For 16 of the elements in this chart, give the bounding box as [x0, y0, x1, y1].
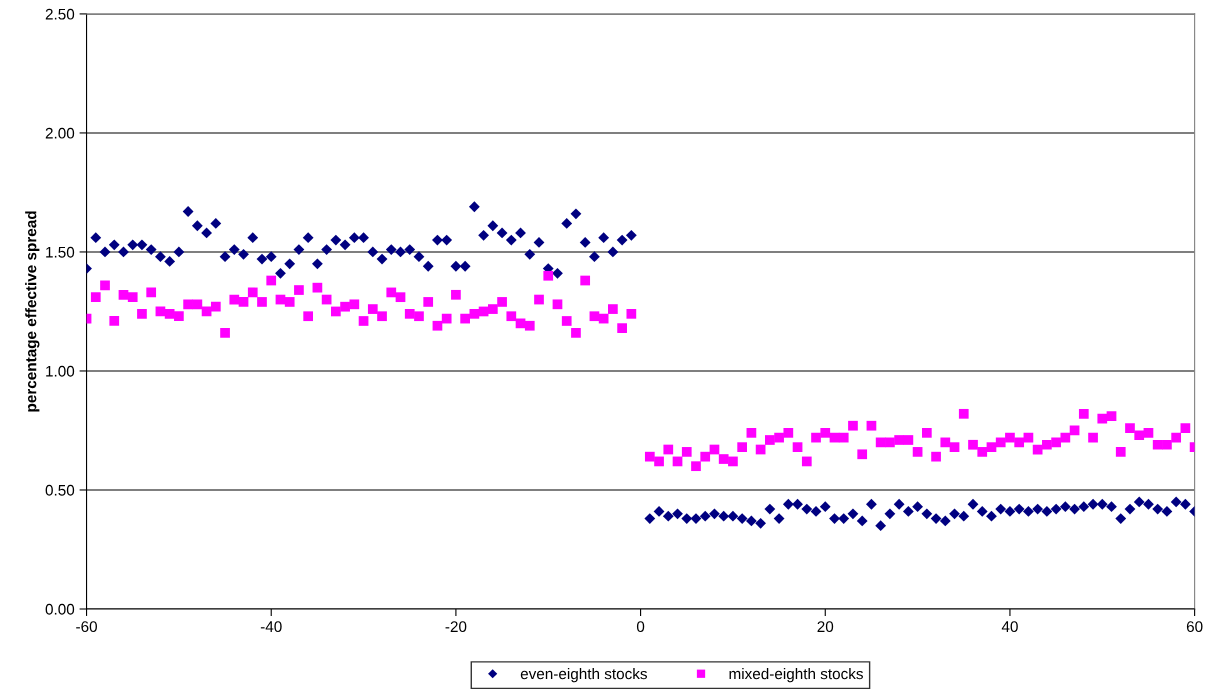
- x-tick-label: 60: [1186, 621, 1203, 633]
- y-tick-label: 2.50: [45, 8, 75, 20]
- x-tick-label: 40: [1001, 621, 1018, 633]
- x-tick-label: -20: [445, 621, 467, 633]
- x-tick-label: 0: [636, 621, 645, 633]
- y-tick-label: 1.50: [46, 246, 75, 258]
- x-tick-label: 20: [817, 621, 834, 633]
- y-axis-title: percentage effective spread: [25, 211, 40, 412]
- legend-label: mixed-eighth stocks: [729, 668, 863, 683]
- y-tick-label: 1.00: [46, 365, 75, 377]
- x-tick-label: -40: [260, 621, 282, 633]
- x-tick-label: -60: [76, 621, 97, 633]
- y-tick-label: 0.00: [45, 603, 75, 615]
- y-tick-label: 0.50: [45, 484, 75, 496]
- y-tick-label: 2.00: [45, 127, 75, 139]
- legend-label: even-eighth stocks: [520, 668, 647, 683]
